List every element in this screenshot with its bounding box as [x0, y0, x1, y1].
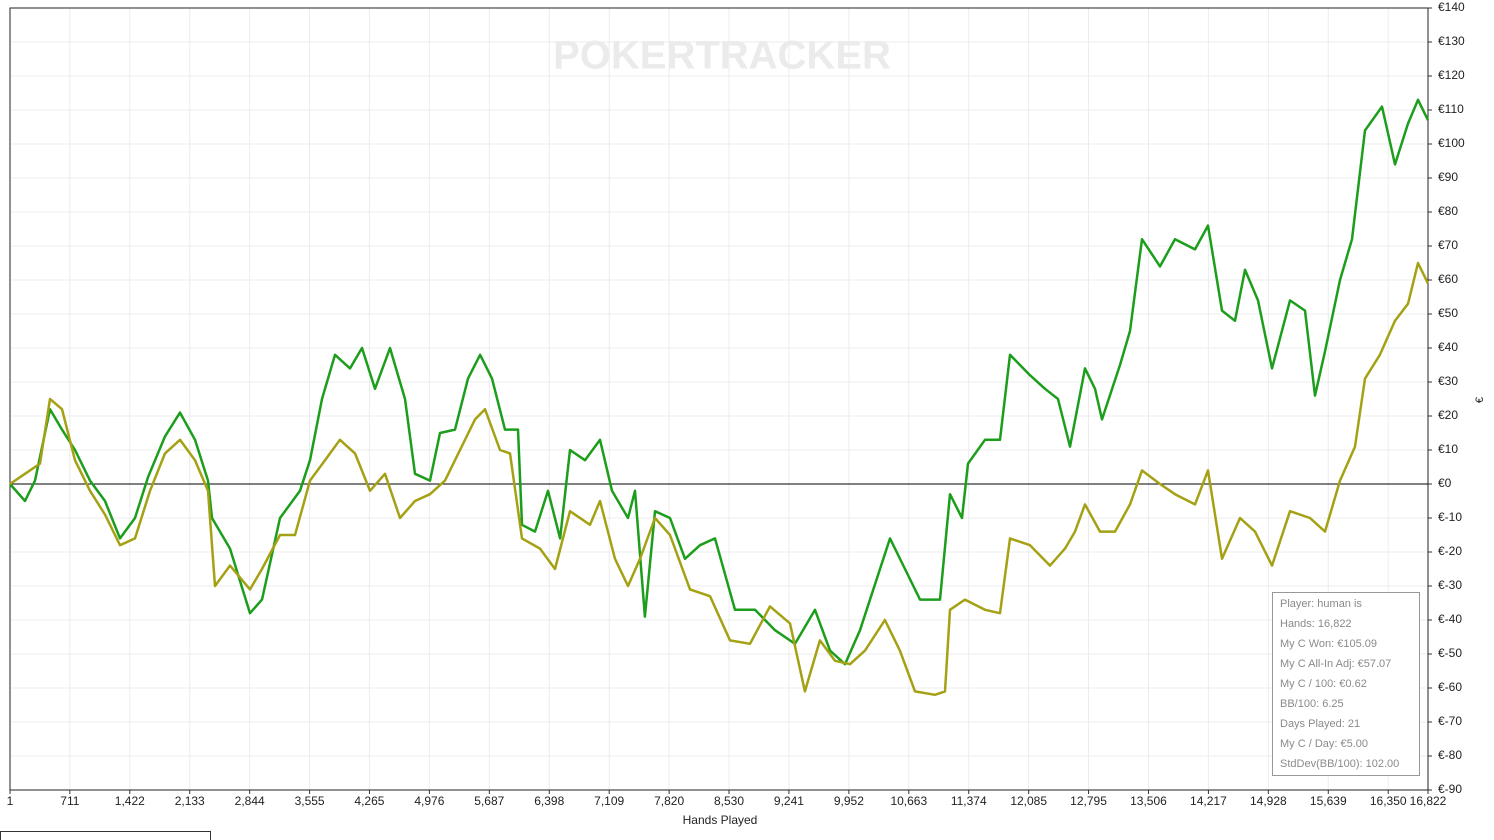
- x-tick-label: 10,663: [890, 794, 927, 808]
- y-tick-label: €110: [1438, 102, 1464, 116]
- y-axis-label: €: [1474, 397, 1486, 403]
- stats-line: My C / Day: €5.00: [1280, 738, 1368, 750]
- x-tick-label: 13,506: [1130, 794, 1167, 808]
- y-tick-label: €80: [1438, 204, 1458, 218]
- y-tick-label: €140: [1438, 0, 1465, 14]
- stats-line: My C All-In Adj: €57.07: [1280, 658, 1391, 670]
- y-tick-label: €-30: [1438, 578, 1462, 592]
- y-tick-label: €70: [1438, 238, 1458, 252]
- y-tick-label: €-40: [1438, 612, 1462, 626]
- x-tick-label: 4,976: [414, 794, 444, 808]
- x-tick-label: 11,374: [951, 794, 987, 808]
- y-tick-label: €20: [1438, 408, 1458, 422]
- x-tick-label: 1,422: [115, 794, 145, 808]
- y-tick-label: €-60: [1438, 680, 1462, 694]
- y-tick-label: €-20: [1438, 544, 1462, 558]
- x-tick-label: 5,687: [474, 794, 504, 808]
- x-tick-label: 711: [60, 794, 79, 808]
- stats-line: Hands: 16,822: [1280, 618, 1352, 630]
- x-tick-label: 15,639: [1310, 794, 1347, 808]
- stats-line: My C / 100: €0.62: [1280, 678, 1367, 690]
- x-tick-label: 12,795: [1070, 794, 1107, 808]
- y-tick-label: €60: [1438, 272, 1458, 286]
- scroll-box: [0, 831, 211, 840]
- x-tick-label: 14,217: [1190, 794, 1227, 808]
- stats-line: BB/100: 6.25: [1280, 698, 1344, 710]
- x-tick-label: 2,844: [235, 794, 265, 808]
- x-tick-label: 3,555: [295, 794, 325, 808]
- y-tick-label: €50: [1438, 306, 1458, 320]
- x-tick-label: 9,952: [834, 794, 864, 808]
- x-tick-label: 2,133: [175, 794, 205, 808]
- y-tick-label: €-70: [1438, 714, 1462, 728]
- watermark: POKERTRACKER: [553, 34, 891, 78]
- y-tick-label: €0: [1438, 476, 1452, 490]
- stats-line: Days Played: 21: [1280, 718, 1360, 730]
- x-tick-label: 12,085: [1010, 794, 1047, 808]
- y-tick-label: €100: [1438, 136, 1465, 150]
- x-tick-label: 1: [7, 794, 14, 808]
- x-tick-label: 16,350: [1370, 794, 1407, 808]
- x-tick-label: 9,241: [774, 794, 804, 808]
- x-tick-label: 7,109: [594, 794, 624, 808]
- y-tick-label: €10: [1438, 442, 1458, 456]
- stats-box: [1272, 592, 1420, 776]
- plot-frame: [9, 7, 1429, 791]
- x-tick-label: 4,265: [354, 794, 384, 808]
- y-tick-label: €120: [1438, 68, 1465, 82]
- y-tick-label: €-10: [1438, 510, 1462, 524]
- y-tick-label: €-90: [1438, 782, 1462, 796]
- series-line: [9, 261, 1430, 697]
- y-tick-label: €-80: [1438, 748, 1462, 762]
- x-tick-label: 14,928: [1250, 794, 1287, 808]
- x-tick-label: 16,822: [1410, 794, 1447, 808]
- y-tick-label: €130: [1438, 34, 1465, 48]
- y-tick-label: €40: [1438, 340, 1458, 354]
- stats-line: StdDev(BB/100): 102.00: [1280, 758, 1399, 770]
- y-tick-label: €90: [1438, 170, 1458, 184]
- x-axis-label: Hands Played: [683, 813, 758, 827]
- x-tick-label: 8,530: [714, 794, 744, 808]
- y-tick-label: €-50: [1438, 646, 1462, 660]
- stats-line: My C Won: €105.09: [1280, 638, 1377, 650]
- y-tick-label: €30: [1438, 374, 1458, 388]
- x-tick-label: 7,820: [654, 794, 684, 808]
- stats-line: Player: human is: [1280, 598, 1362, 610]
- x-tick-label: 6,398: [534, 794, 564, 808]
- series-line: [9, 98, 1430, 666]
